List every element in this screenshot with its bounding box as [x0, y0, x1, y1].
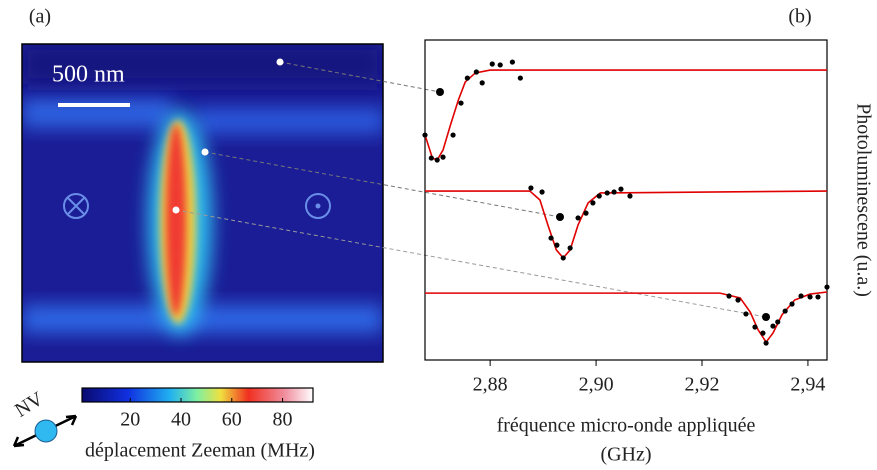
zeeman-map — [22, 44, 383, 362]
data-point — [464, 75, 470, 81]
data-point — [627, 193, 633, 199]
x-axis-label: (GHz) — [600, 444, 651, 466]
field-out-icon — [305, 193, 331, 219]
x-tick-label: 2,88 — [473, 374, 508, 396]
data-point — [509, 59, 515, 65]
link-lines — [175, 61, 767, 318]
data-point — [782, 308, 788, 314]
data-point — [539, 189, 545, 195]
data-point — [567, 245, 573, 251]
map-frame — [21, 43, 384, 363]
data-point — [824, 284, 830, 290]
data-point — [554, 242, 560, 248]
panel-label: (b) — [788, 6, 811, 28]
data-point — [458, 100, 464, 106]
data-point — [815, 294, 821, 300]
data-point — [497, 62, 503, 68]
colorbar — [81, 387, 314, 403]
data-point — [789, 301, 795, 307]
data-point — [735, 297, 741, 303]
data-point — [489, 61, 495, 67]
fit-curve — [424, 69, 827, 161]
link-end — [436, 88, 444, 96]
data-point — [611, 189, 617, 195]
map-point — [201, 148, 209, 156]
data-point — [618, 186, 624, 192]
y-axis-label: Photoluminescene (u.a.) — [852, 103, 874, 297]
colorbar-tick-label: 20 — [120, 409, 140, 431]
field-out-dot — [315, 203, 321, 209]
x-axis-label: fréquence micro-onde appliquée — [497, 415, 756, 437]
data-point — [450, 132, 456, 138]
data-point — [752, 324, 758, 330]
data-point — [528, 185, 534, 191]
nv-label: NV — [11, 388, 48, 422]
data-point — [726, 293, 732, 299]
nv-center — [34, 419, 58, 443]
colorbar-tick-label: 80 — [273, 409, 293, 431]
data-point — [434, 157, 440, 163]
link-end — [762, 313, 770, 321]
data-point — [517, 75, 523, 81]
x-tick-label: 2,92 — [685, 374, 720, 396]
data-point — [596, 193, 602, 199]
fit-curve — [425, 190, 828, 260]
scale-bar-label: 500 nm — [52, 62, 125, 88]
data-point — [583, 210, 589, 216]
data-point — [479, 80, 485, 86]
data-point — [428, 155, 434, 161]
data-point — [590, 200, 596, 206]
panel-label: (a) — [29, 6, 51, 28]
data-point — [775, 319, 781, 325]
data-point — [548, 235, 554, 241]
data-point — [560, 255, 566, 261]
link-end — [556, 213, 564, 221]
data-point — [440, 154, 446, 160]
data-point — [807, 294, 813, 300]
colorbar-tick-label: 60 — [222, 409, 242, 431]
colorbar-tick-label: 40 — [171, 409, 191, 431]
data-point — [604, 190, 610, 196]
colorbar-label: déplacement Zeeman (MHz) — [85, 440, 315, 462]
field-in-cross — [67, 197, 85, 215]
map-point — [172, 206, 180, 214]
map-point — [276, 58, 284, 66]
data-point — [760, 330, 766, 336]
data-point — [575, 215, 581, 221]
data-point — [473, 69, 479, 75]
data-point — [763, 340, 769, 346]
data-point — [770, 323, 776, 329]
x-tick-label: 2,94 — [790, 374, 825, 396]
field-in-icon — [63, 193, 89, 219]
data-point — [422, 132, 428, 138]
x-tick-label: 2,90 — [579, 374, 614, 396]
plot-frame — [424, 39, 828, 361]
data-point — [798, 293, 804, 299]
data-point — [743, 311, 749, 317]
